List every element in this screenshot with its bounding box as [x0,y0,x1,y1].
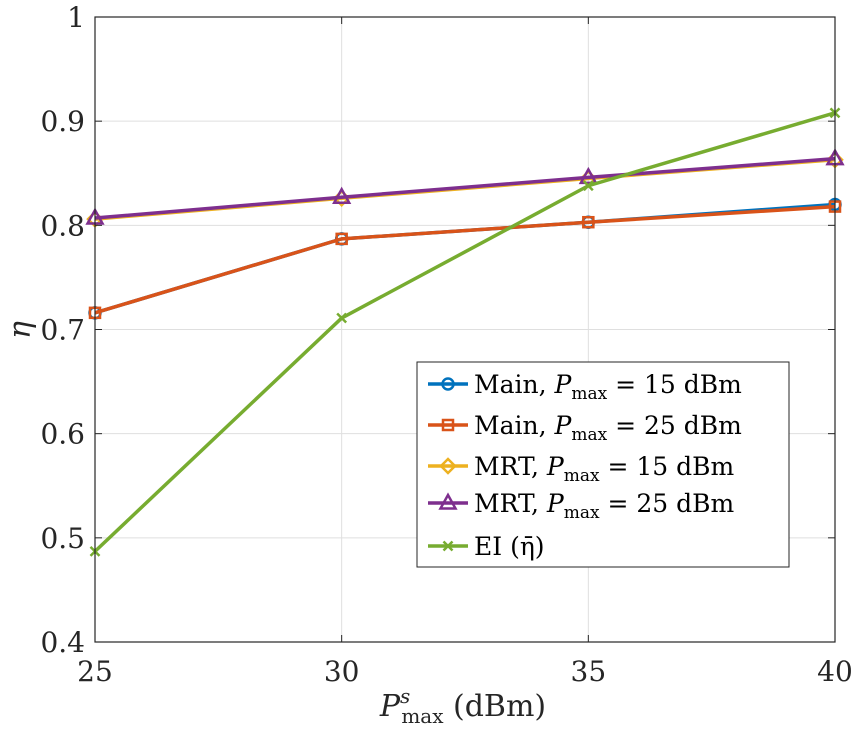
series-1 [88,200,842,320]
legend-item-4: EI (η̄) [428,532,545,561]
legend-item-3: MRT, Pmax = 25 dBm [428,489,735,523]
x-tick-label: 40 [817,655,852,688]
x-tick-labels: 25 30 35 40 [77,655,852,688]
series-line-3 [94,156,836,220]
y-tick-labels: 0.4 0.5 0.6 0.7 0.8 0.9 1 [40,1,85,659]
data-point-4-1 [336,312,348,324]
data-point-1-2 [582,215,595,229]
y-tick-label: 0.7 [40,314,85,347]
y-tick-label: 0.4 [40,626,85,659]
legend-label-power: = 25 dBm [600,489,735,518]
legend: Main, Pmax = 15 dBm Main, Pmax = 25 dBm MR… [416,361,790,568]
y-tick-label: 0.5 [40,522,85,555]
legend-label-name: Main, [474,411,555,440]
legend-item-0: Main, Pmax = 15 dBm [428,370,742,404]
data-point-4-2 [582,180,594,192]
legend-marker-4 [442,540,454,552]
x-tick-label: 25 [77,655,113,688]
legend-label-power: = 15 dBm [600,452,735,481]
legend-label-4: EI (η̄) [474,532,545,561]
legend-label-power: = 25 dBm [607,411,742,440]
series-0 [88,197,842,320]
legend-label-3: MRT, Pmax = 25 dBm [474,489,735,523]
series-line-1 [94,204,836,315]
data-point-1-1 [335,232,348,246]
legend-box [416,361,790,568]
series-line-0 [94,202,836,315]
legend-item-1: Main, Pmax = 25 dBm [428,411,742,445]
legend-label-name: EI (η̄) [474,532,545,561]
series-layer [85,107,845,557]
x-tick-label: 30 [324,655,360,688]
legend-marker-1 [441,418,455,432]
legend-label-name: Main, [474,370,555,399]
legend-label-name: MRT, [474,489,547,518]
y-tick-label: 0.8 [40,209,85,242]
y-tick-label: 0.6 [40,418,85,451]
legend-label-power: = 15 dBm [607,370,742,399]
series-2 [86,150,844,228]
legend-label-0: Main, Pmax = 15 dBm [474,370,742,404]
legend-label-name: MRT, [474,452,547,481]
data-point-3-2 [578,166,598,185]
data-point-3-1 [332,186,352,204]
x-tick-label: 35 [571,655,607,688]
y-axis-label: η [3,321,38,339]
legend-label-1: Main, Pmax = 25 dBm [474,411,742,445]
series-line-4 [93,111,836,553]
legend-item-2: MRT, Pmax = 15 dBm [428,452,735,486]
legend-marker-3 [438,492,458,510]
legend-marker-2 [439,457,457,475]
x-axis-label: Ps max (dBm) [379,684,546,728]
legend-marker-0 [441,377,455,391]
legend-label-2: MRT, Pmax = 15 dBm [474,452,735,486]
ticks [94,16,836,643]
y-tick-label: 0.9 [40,105,85,138]
y-tick-label: 1 [67,1,85,34]
